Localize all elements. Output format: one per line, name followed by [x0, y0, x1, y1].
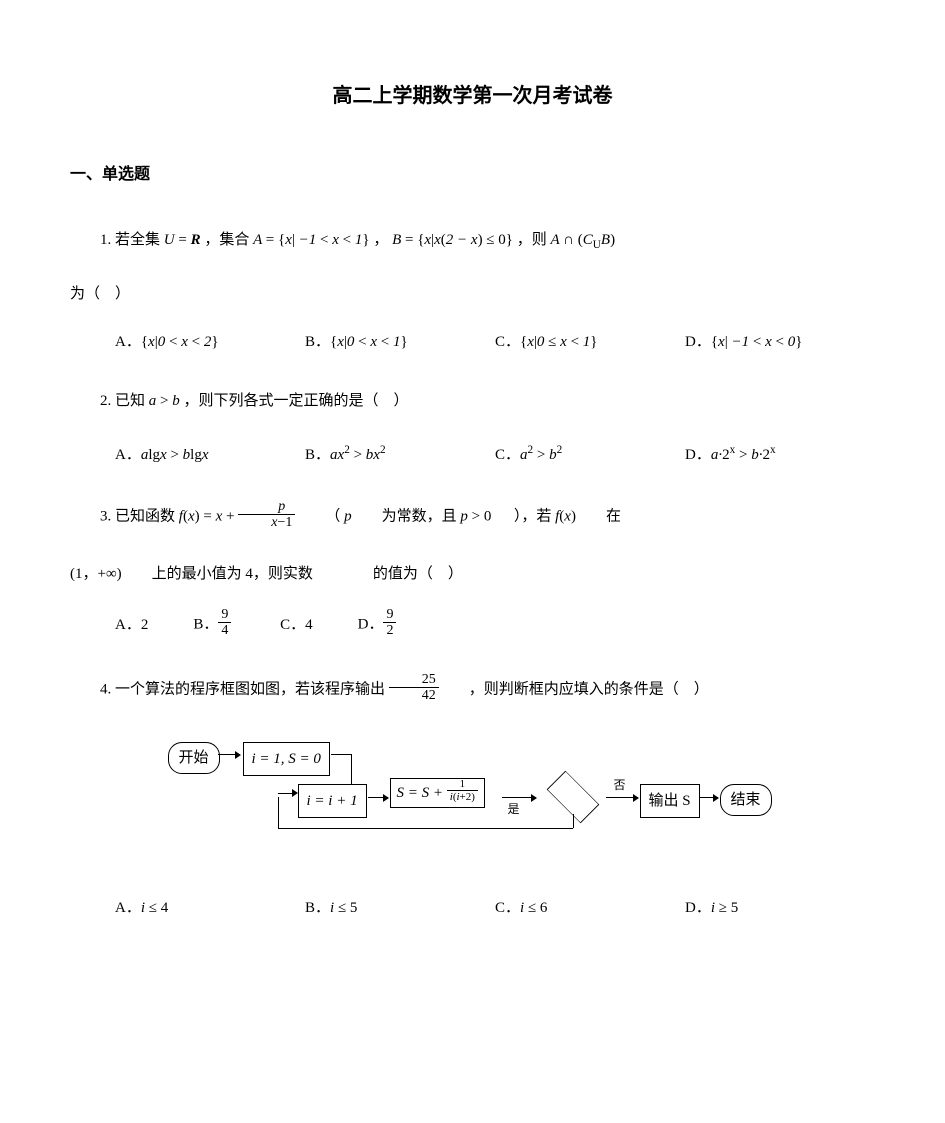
page-title: 高二上学期数学第一次月考试卷	[70, 80, 875, 112]
fc-no-label: 否	[614, 776, 626, 795]
fc-line-2a	[331, 754, 351, 755]
fc-end: 结束	[720, 784, 772, 816]
q1-text-2: ，集合	[204, 232, 253, 248]
q2-text-2: ，则下列各式一定正确的是（ ）	[183, 393, 408, 409]
fc-arrow-4	[502, 797, 536, 798]
q1-expr: A ∩ (CUB)	[551, 232, 616, 248]
q3-text-5: 在	[606, 508, 621, 524]
q2-options: A．algx > blgx B．ax2 > bx2 C．a2 > b2 D．a·…	[70, 443, 875, 467]
q1-u-eq-r: U = R	[164, 232, 201, 248]
q1-stem-tail: 为（ ）	[70, 282, 875, 306]
fc-loop-arrowhead	[292, 789, 298, 797]
fc-loop-left	[278, 797, 279, 828]
q4-options: A．i ≤ 4 B．i ≤ 5 C．i ≤ 6 D．i ≥ 5	[70, 896, 875, 920]
q3-optD: D．92	[358, 610, 397, 640]
q3-p: p	[344, 508, 352, 524]
q4-text-1: 一个算法的程序框图如图，若该程序输出	[115, 682, 389, 698]
q4-stem: 4. 一个算法的程序框图如图，若该程序输出 2542 ，则判断框内应填入的条件是…	[70, 675, 875, 705]
q1-options: A．{x|0 < x < 2} B．{x|0 < x < 1} C．{x|0 ≤…	[70, 330, 875, 354]
q1-optA: A．{x|0 < x < 2}	[115, 330, 305, 354]
fc-arrow-5	[606, 797, 638, 798]
q3-text-3: 为常数，且	[382, 508, 461, 524]
q3-fx: f(x) = x +	[179, 508, 238, 524]
q1-optB: B．{x|0 < x < 1}	[305, 330, 495, 354]
q3-pcond: p > 0	[460, 508, 491, 524]
q1-setA: A = {x| −1 < x < 1}	[253, 232, 369, 248]
q3-num: 3.	[100, 508, 111, 524]
section-heading: 一、单选题	[70, 162, 875, 188]
fc-out: 输出 S	[640, 784, 700, 818]
q1-optC: C．{x|0 ≤ x < 1}	[495, 330, 685, 354]
q2-optD: D．a·2x > b·2x	[685, 443, 875, 467]
q4-optD: D．i ≥ 5	[685, 896, 875, 920]
q2-cond: a > b	[149, 393, 180, 409]
fc-loop-down	[573, 814, 574, 828]
q4-optB: B．i ≤ 5	[305, 896, 495, 920]
q4-optA: A．i ≤ 4	[115, 896, 305, 920]
q3-optA: A．2	[115, 613, 148, 637]
fc-inc: i = i + 1	[298, 784, 367, 818]
q3-text-1: 已知函数	[115, 508, 179, 524]
q4-output-frac: 2542	[389, 673, 439, 703]
fc-init: i = 1, S = 0	[243, 742, 330, 776]
q4-flowchart: 开始 i = 1, S = 0 i = i + 1 S = S + 1i(i+2…	[168, 736, 778, 836]
fc-start: 开始	[168, 742, 220, 774]
question-3: 3. 已知函数 f(x) = x + px−1 （ p 为常数，且 p > 0 …	[70, 502, 875, 641]
fc-arrow-1	[218, 754, 240, 755]
fc-loop-bottom	[278, 828, 573, 829]
q2-text-1: 已知	[115, 393, 149, 409]
q1-stem: 1. 若全集 U = R ，集合 A = {x| −1 < x < 1} ， B…	[70, 228, 875, 252]
q3-text-2: （	[325, 508, 344, 524]
q1-text-3: ，	[373, 232, 388, 248]
q1-setB: B = {x|x(2 − x) ≤ 0}	[392, 232, 513, 248]
q3-options: A．2 B．94 C．4 D．92	[70, 610, 875, 640]
q2-optC: C．a2 > b2	[495, 443, 685, 467]
q3-text-6: 上的最小值为 4，则实数 的值为（ ）	[152, 566, 463, 582]
q1-text-4: ，则	[517, 232, 551, 248]
q4-flowchart-wrap: 开始 i = 1, S = 0 i = i + 1 S = S + 1i(i+2…	[70, 736, 875, 836]
fc-arrow-6	[700, 797, 718, 798]
question-1: 1. 若全集 U = R ，集合 A = {x| −1 < x < 1} ， B…	[70, 228, 875, 354]
q3-stem: 3. 已知函数 f(x) = x + px−1 （ p 为常数，且 p > 0 …	[70, 502, 875, 532]
fc-cond	[538, 780, 608, 814]
q1-text-1: 若全集	[115, 232, 164, 248]
question-4: 4. 一个算法的程序框图如图，若该程序输出 2542 ，则判断框内应填入的条件是…	[70, 675, 875, 919]
q1-num: 1.	[100, 232, 111, 248]
question-2: 2. 已知 a > b ，则下列各式一定正确的是（ ） A．algx > blg…	[70, 389, 875, 467]
q2-num: 2.	[100, 393, 111, 409]
fc-arrow-3	[368, 797, 388, 798]
q2-optA: A．algx > blgx	[115, 443, 305, 467]
q3-text-4: ），若	[514, 508, 555, 524]
fc-yes-label: 是	[508, 800, 520, 819]
q3-stem-line2: (1，+∞) 上的最小值为 4，则实数 的值为（ ）	[70, 562, 875, 586]
q4-num: 4.	[100, 682, 111, 698]
q3-optC: C．4	[280, 613, 313, 637]
q4-optC: C．i ≤ 6	[495, 896, 685, 920]
q4-text-2: ，则判断框内应填入的条件是（ ）	[469, 682, 709, 698]
q1-optD: D．{x| −1 < x < 0}	[685, 330, 875, 354]
q2-optB: B．ax2 > bx2	[305, 443, 495, 467]
q3-interval: (1，+∞)	[70, 566, 122, 582]
q3-optB: B．94	[193, 610, 231, 640]
q2-stem: 2. 已知 a > b ，则下列各式一定正确的是（ ）	[70, 389, 875, 413]
fc-sum: S = S + 1i(i+2)	[390, 778, 485, 809]
q3-frac: px−1	[238, 500, 295, 530]
q3-fx2: f(x)	[555, 508, 576, 524]
